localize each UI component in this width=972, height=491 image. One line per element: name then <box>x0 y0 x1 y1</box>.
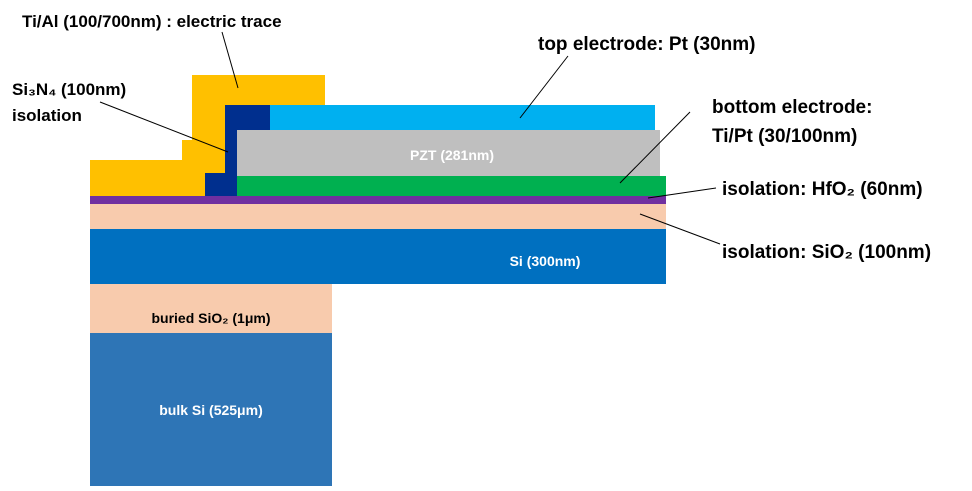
top-electrode-label: top electrode: Pt (30nm) <box>538 34 755 55</box>
hfo2-layer <box>90 196 666 204</box>
pzt-label: PZT (281nm) <box>410 147 494 163</box>
hfo2-label: isolation: HfO₂ (60nm) <box>722 179 923 200</box>
buried-sio2 <box>90 284 332 333</box>
top-electrode <box>270 105 655 130</box>
sio2-layer <box>90 204 666 229</box>
electric-trace <box>90 75 325 196</box>
bulk-si <box>90 333 332 486</box>
leader-line <box>647 187 717 199</box>
si-label: Si (300nm) <box>510 253 581 269</box>
trace-label: Ti/Al (100/700nm) : electric trace <box>22 12 282 31</box>
si3n4-label: isolation <box>12 106 82 125</box>
buried-label: buried SiO₂ (1μm) <box>151 310 270 326</box>
si3n4-label: Si₃N₄ (100nm) <box>12 80 126 99</box>
bottom-electrode <box>237 176 666 196</box>
bulk-label: bulk Si (525μm) <box>159 402 262 418</box>
si3n4-isolation <box>205 105 270 196</box>
si-layer <box>90 229 666 284</box>
leader-line <box>639 213 721 245</box>
sio2-label: isolation: SiO₂ (100nm) <box>722 242 931 263</box>
leader-line <box>221 31 239 89</box>
bottom-electrode-label: bottom electrode: <box>712 97 872 118</box>
leader-line <box>519 55 569 119</box>
leader-line <box>619 111 691 184</box>
bottom-electrode-label: Ti/Pt (30/100nm) <box>712 126 857 147</box>
leader-line <box>99 101 229 153</box>
pzt-layer <box>237 130 660 176</box>
